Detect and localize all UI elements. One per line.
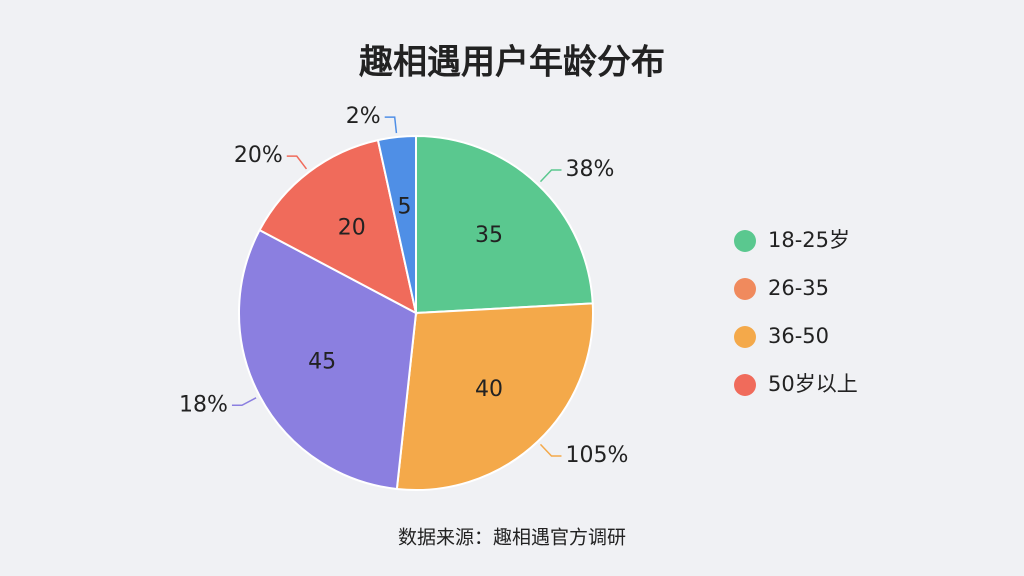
legend-marker xyxy=(734,278,756,300)
slice-label: 45 xyxy=(308,350,336,375)
pie-slice xyxy=(238,228,418,491)
outer-label: 105% xyxy=(565,443,628,468)
outer-label: 18% xyxy=(179,392,228,417)
leader-line xyxy=(286,155,308,170)
pie-slice xyxy=(415,134,594,315)
legend-marker xyxy=(734,374,756,396)
slice-label: 40 xyxy=(475,377,503,402)
outer-label: 20% xyxy=(234,143,283,168)
leader-line xyxy=(539,169,562,183)
source-note: 数据来源：趣相遇官方调研 xyxy=(398,527,626,549)
leader-line xyxy=(539,443,562,457)
legend-label: 36-50 xyxy=(768,324,829,348)
leader-line xyxy=(231,397,257,407)
outer-label: 38% xyxy=(565,157,614,182)
legend-label: 26-35 xyxy=(768,276,829,300)
pie-slice xyxy=(376,134,417,314)
leader-line xyxy=(384,116,398,134)
legend-marker xyxy=(734,230,756,252)
chart-title: 趣相遇用户年龄分布 xyxy=(359,43,665,83)
pie-slice xyxy=(395,302,594,491)
outer-label: 2% xyxy=(346,104,381,129)
slice-label: 20 xyxy=(338,215,366,240)
slice-label: 5 xyxy=(398,194,412,219)
legend-label: 18-25岁 xyxy=(768,228,850,252)
legend-marker xyxy=(734,326,756,348)
slice-label: 35 xyxy=(475,223,503,248)
pie-slice xyxy=(258,138,418,315)
legend-label: 50岁以上 xyxy=(768,372,858,396)
